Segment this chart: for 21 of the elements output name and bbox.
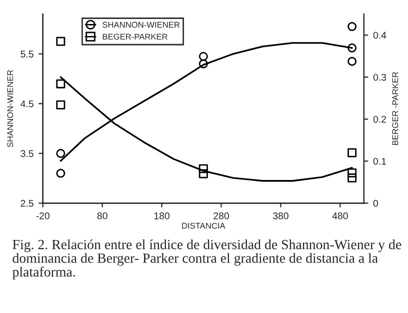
legend-label: BEGER-PARKER xyxy=(102,34,168,40)
x-axis-title: DISTANCIA xyxy=(182,222,226,229)
x-tick-label: 180 xyxy=(154,212,170,220)
legend-label: SHANNON-WIENER xyxy=(102,22,180,28)
caption: Fig. 2. Relación entre el índice de diversidad de Shannon-Wiener y de dominancia de Berger- Parker contra el gradiente de distancia a la plataforma. xyxy=(12,239,402,280)
y-tick-label: 4.5 xyxy=(20,100,34,108)
y2-tick-label: 0.3 xyxy=(373,74,386,81)
y-tick-label: 3.5 xyxy=(20,150,34,158)
y2-axis-title: BERGER -PARKER xyxy=(392,72,398,145)
x-tick-label: 280 xyxy=(214,212,229,220)
y-tick-label: 2.5 xyxy=(20,200,34,207)
x-tick-label: -20 xyxy=(36,212,50,220)
y2-tick-label: 0 xyxy=(373,200,378,207)
x-tick-label: 480 xyxy=(332,212,348,220)
x-tick-label: 380 xyxy=(272,212,288,220)
y-axis-title: SHANNON-WIENER xyxy=(7,70,14,148)
x-tick-label: 80 xyxy=(97,212,108,220)
y2-tick-label: 0.1 xyxy=(373,158,386,165)
y2-tick-label: 0.4 xyxy=(373,32,386,39)
y-tick-label: 5.5 xyxy=(20,50,34,58)
y2-tick-label: 0.2 xyxy=(373,116,386,123)
